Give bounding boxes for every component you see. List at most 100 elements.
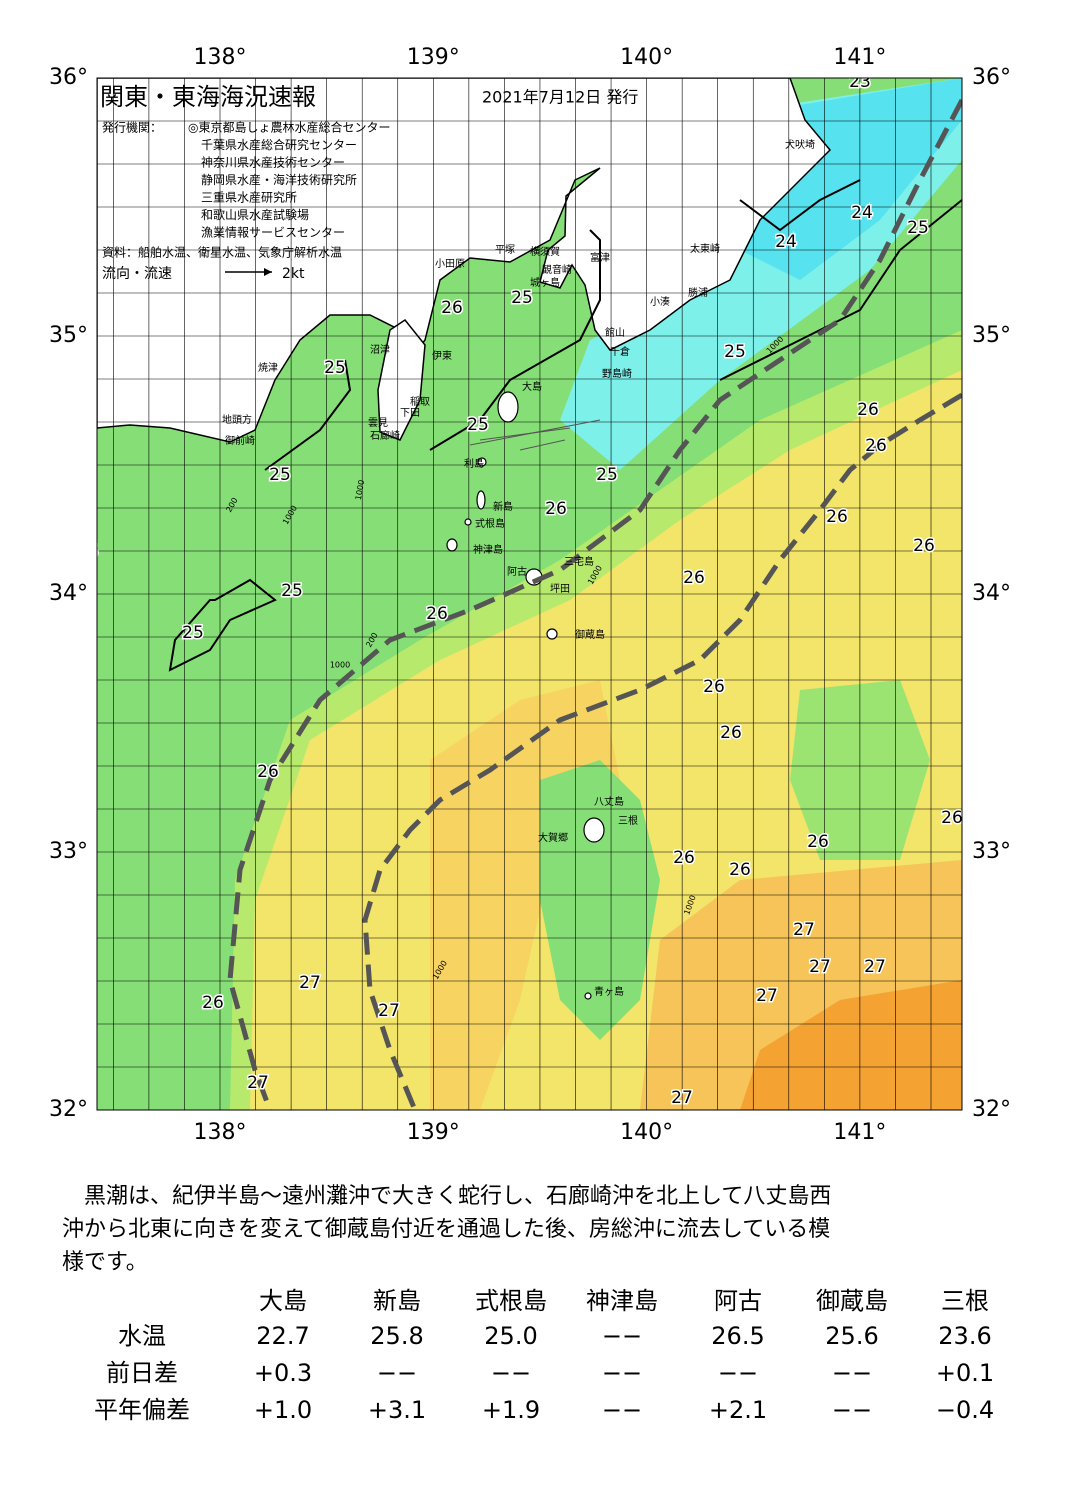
lat-label: 32° xyxy=(972,1097,1011,1122)
lat-label: 34° xyxy=(972,581,1011,606)
map-labels: 23 24 24 25 25 26 25 25 26 26 25 25 25 26 26 26 25 26 25 25… xyxy=(77,72,962,1110)
temperature-label: 24 xyxy=(775,232,797,252)
temperature-label: 26 xyxy=(441,298,463,318)
table-cell: −− xyxy=(832,1396,872,1424)
temperature-label: 26 xyxy=(865,436,887,456)
current-arrow xyxy=(479,427,571,441)
island xyxy=(476,490,486,510)
lat-label: 35° xyxy=(972,323,1011,348)
isotherm xyxy=(739,179,861,232)
row-label: 前日差 xyxy=(106,1359,178,1387)
issuer: 神奈川県水産技術センター xyxy=(201,155,345,170)
place-name: 勝浦 xyxy=(688,286,708,299)
map-frame xyxy=(96,77,963,1111)
lon-label: 139° xyxy=(407,1120,460,1145)
temperature-label: 26 xyxy=(426,604,448,624)
issue-date: 2021年7月12日 発行 xyxy=(482,88,638,107)
place-name: 三根 xyxy=(618,814,638,827)
lat-label: 35° xyxy=(49,323,88,348)
temperature-label: 25 xyxy=(182,623,204,643)
kuroshio-axis xyxy=(227,98,962,1110)
issuer: 漁業情報サービスセンター xyxy=(201,226,345,240)
place-name: 神津島 xyxy=(473,543,503,556)
temperature-label: 27 xyxy=(793,920,815,940)
temperature-label: 26 xyxy=(703,677,725,697)
summary-line: 沖から北東に向きを変えて御蔵島付近を通過した後、房総沖に流去している模 xyxy=(62,1217,830,1242)
table-header: 神津島 xyxy=(586,1287,658,1315)
place-name: 下田 xyxy=(400,408,420,419)
legend-label: 流向・流速 xyxy=(102,266,172,282)
sea-dark-orange xyxy=(740,980,962,1110)
isotherms xyxy=(168,179,962,672)
place-name: 犬吠埼 xyxy=(785,138,815,151)
temperature-label: 26 xyxy=(257,762,279,782)
sea-surface-map: 23 24 24 25 25 26 25 25 26 26 25 25 25 26 26 26 25 26 25 25… xyxy=(77,72,962,1110)
place-name: 青ヶ島 xyxy=(594,985,624,998)
table-cell: −− xyxy=(602,1359,642,1387)
table-cell: +3.1 xyxy=(368,1396,426,1424)
place-name: 三宅島 xyxy=(564,555,594,568)
table-header: 三根 xyxy=(941,1287,989,1315)
island xyxy=(546,628,558,640)
isotherm xyxy=(719,199,962,381)
isotherm xyxy=(429,229,601,451)
place-name: 野島崎 xyxy=(602,367,632,380)
table-cell: 22.7 xyxy=(256,1322,309,1350)
temperature-label: 25 xyxy=(467,415,489,435)
table-header: 御蔵島 xyxy=(816,1287,888,1315)
place-name: 地頭方 xyxy=(222,413,252,426)
temperature-label: 26 xyxy=(729,860,751,880)
table-cell: −− xyxy=(491,1359,531,1387)
place-name: 小湊 xyxy=(650,295,670,308)
temperature-label: 26 xyxy=(683,568,705,588)
current-arrows xyxy=(469,419,601,451)
lon-label: 141° xyxy=(833,45,886,70)
table-header: 阿古 xyxy=(714,1287,762,1315)
temperature-label: 27 xyxy=(756,986,778,1006)
place-name: 大島 xyxy=(522,380,542,393)
place-name: 御蔵島 xyxy=(575,628,605,641)
issuer-label: 発行機関： xyxy=(102,120,162,135)
temperature-label: 27 xyxy=(809,957,831,977)
temperature-label: 27 xyxy=(378,1001,400,1021)
row-label: 平年偏差 xyxy=(94,1396,190,1424)
table-cell: +1.0 xyxy=(254,1396,312,1424)
temperature-label: 25 xyxy=(596,465,618,485)
place-name: 式根島 xyxy=(475,517,505,530)
place-name: 平塚 xyxy=(495,244,515,256)
lat-label: 33° xyxy=(49,839,88,864)
temperature-label: 26 xyxy=(913,536,935,556)
place-name: 八丈島 xyxy=(594,795,624,808)
place-name: 焼津 xyxy=(258,362,278,374)
place-name: 観音崎 xyxy=(542,263,572,276)
table-cell: 25.8 xyxy=(370,1322,423,1350)
temperature-label: 23 xyxy=(849,72,871,92)
table-cell: 25.6 xyxy=(825,1322,878,1350)
table-cell: −− xyxy=(832,1359,872,1387)
table-header: 大島 xyxy=(259,1287,307,1315)
temperature-label: 26 xyxy=(673,848,695,868)
source: 資料：船舶水温、衛星水温、気象庁解析水温 xyxy=(102,245,342,260)
island xyxy=(464,518,472,526)
summary-line: 黒潮は、紀伊半島～遠州灘沖で大きく蛇行し、石廊崎沖を北上して八丈島西 xyxy=(84,1184,831,1209)
place-name: 小田原 xyxy=(435,258,465,270)
table-header: 式根島 xyxy=(475,1287,547,1315)
place-name: 御前崎 xyxy=(225,434,255,447)
issuer: 和歌山県水産試験場 xyxy=(201,207,309,222)
temperature-label: 26 xyxy=(807,832,829,852)
table-cell: +2.1 xyxy=(709,1396,767,1424)
issuer: 静岡県水産・海洋技術研究所 xyxy=(201,172,357,187)
lon-label: 140° xyxy=(620,1120,673,1145)
lon-label: 138° xyxy=(194,1120,247,1145)
table-header: 新島 xyxy=(373,1287,421,1315)
table-cell: +0.3 xyxy=(254,1359,312,1387)
place-name: 城ヶ島 xyxy=(530,276,560,289)
place-name: 新島 xyxy=(493,500,513,513)
temperature-label: 25 xyxy=(77,542,99,562)
temperature-label: 26 xyxy=(826,507,848,527)
place-name: 沼津 xyxy=(370,343,390,356)
summary-line: 様です。 xyxy=(62,1250,148,1275)
lon-label: 141° xyxy=(833,1120,886,1145)
place-name: 千倉 xyxy=(610,345,630,358)
